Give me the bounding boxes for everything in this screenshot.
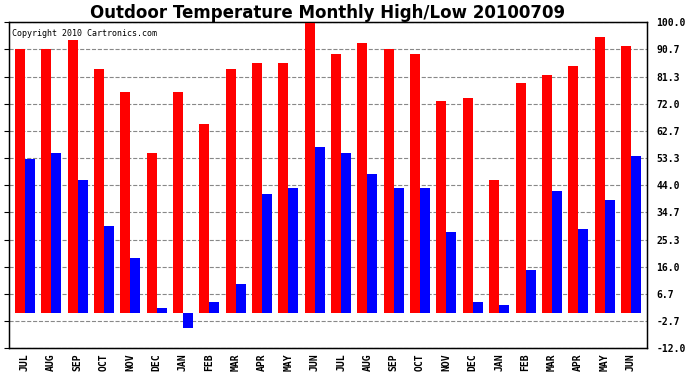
- Bar: [236, 284, 246, 314]
- Bar: [183, 314, 193, 328]
- Bar: [315, 147, 325, 314]
- Bar: [394, 188, 404, 314]
- Bar: [621, 46, 631, 314]
- Bar: [463, 98, 473, 314]
- Bar: [226, 69, 236, 314]
- Bar: [604, 200, 615, 314]
- Bar: [262, 194, 272, 314]
- Bar: [410, 54, 420, 314]
- Bar: [209, 302, 219, 313]
- Bar: [552, 191, 562, 314]
- Bar: [357, 43, 367, 314]
- Bar: [288, 188, 298, 314]
- Bar: [367, 174, 377, 314]
- Bar: [595, 37, 604, 314]
- Bar: [526, 270, 535, 314]
- Bar: [384, 48, 394, 314]
- Bar: [278, 63, 288, 314]
- Bar: [130, 258, 140, 314]
- Bar: [631, 156, 641, 314]
- Bar: [473, 302, 483, 313]
- Bar: [94, 69, 104, 314]
- Bar: [515, 84, 526, 314]
- Bar: [77, 180, 88, 314]
- Bar: [499, 304, 509, 313]
- Bar: [341, 153, 351, 314]
- Title: Outdoor Temperature Monthly High/Low 20100709: Outdoor Temperature Monthly High/Low 201…: [90, 4, 565, 22]
- Bar: [252, 63, 262, 314]
- Bar: [25, 159, 35, 314]
- Bar: [578, 229, 589, 314]
- Bar: [51, 153, 61, 314]
- Text: Copyright 2010 Cartronics.com: Copyright 2010 Cartronics.com: [12, 29, 157, 38]
- Bar: [104, 226, 114, 314]
- Bar: [437, 101, 446, 314]
- Bar: [542, 75, 552, 314]
- Bar: [120, 92, 130, 314]
- Bar: [489, 180, 499, 314]
- Bar: [305, 20, 315, 313]
- Bar: [41, 50, 51, 314]
- Bar: [199, 124, 209, 314]
- Bar: [14, 48, 25, 314]
- Bar: [331, 54, 341, 314]
- Bar: [157, 308, 166, 314]
- Bar: [173, 92, 183, 314]
- Bar: [568, 66, 578, 314]
- Bar: [146, 153, 157, 314]
- Bar: [446, 232, 457, 314]
- Bar: [68, 40, 77, 314]
- Bar: [420, 188, 430, 314]
